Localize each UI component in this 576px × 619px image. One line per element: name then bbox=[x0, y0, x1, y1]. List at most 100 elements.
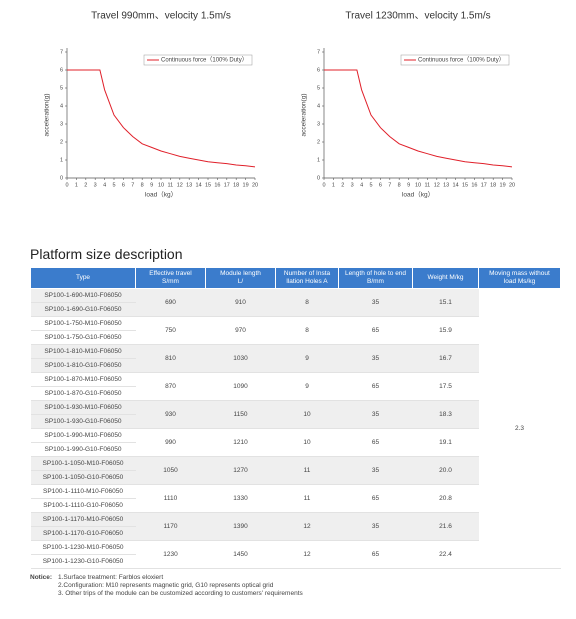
moving-mass-cell: 2.3 bbox=[478, 288, 561, 569]
type-cell: SP100-1-990-G10-F06050 bbox=[30, 442, 136, 457]
x-tick-label: 18 bbox=[233, 182, 239, 188]
y-tick-label: 1 bbox=[60, 157, 63, 163]
table-row: SP100-1-1230-M10-F06050 1230 1450 12 65 22.4 bbox=[30, 540, 561, 569]
table-row: SP100-1-930-M10-F06050 930 1150 10 35 18.3 bbox=[30, 400, 561, 429]
x-tick-label: 6 bbox=[379, 182, 382, 188]
y-tick-label: 5 bbox=[60, 85, 63, 91]
y-tick-label: 3 bbox=[317, 121, 320, 127]
header-cell: Module length L/ bbox=[205, 267, 276, 289]
y-tick-label: 3 bbox=[60, 121, 63, 127]
x-tick-label: 1 bbox=[75, 182, 78, 188]
travel-cell: 930 bbox=[135, 400, 206, 429]
type-cell: SP100-1-690-G10-F06050 bbox=[30, 302, 136, 317]
length-cell: 1150 bbox=[205, 400, 276, 429]
notice-label: Notice: bbox=[30, 574, 53, 581]
x-tick-label: 15 bbox=[462, 182, 468, 188]
x-tick-label: 20 bbox=[509, 182, 515, 188]
holes-cell: 11 bbox=[275, 484, 339, 513]
notice: Notice: 1.Surface treatment: Farblos elo… bbox=[30, 574, 303, 598]
table-row: SP100-1-1170-G10-F06050 bbox=[30, 526, 561, 541]
b-cell: 65 bbox=[338, 484, 413, 513]
header-cell: Effective travel S/mm bbox=[135, 267, 206, 289]
notice-items: 1.Surface treatment: Farblos eloxiert 2.C… bbox=[58, 574, 303, 598]
section-title: Platform size description bbox=[30, 246, 183, 262]
y-tick-label: 0 bbox=[60, 175, 63, 181]
travel-cell: 1170 bbox=[135, 512, 206, 541]
type-cell: SP100-1-810-G10-F06050 bbox=[30, 358, 136, 373]
x-tick-label: 20 bbox=[252, 182, 258, 188]
table-row: SP100-1-1230-G10-F06050 bbox=[30, 554, 561, 569]
type-cell: SP100-1-1110-M10-F06050 bbox=[30, 484, 136, 499]
header-cell: Moving mass without load Ms/kg bbox=[478, 267, 561, 289]
holes-cell: 8 bbox=[275, 316, 339, 345]
y-tick-label: 6 bbox=[317, 67, 320, 73]
x-tick-label: 8 bbox=[141, 182, 144, 188]
chart-title: Travel 1230mm、velocity 1.5m/s bbox=[345, 11, 490, 22]
x-tick-label: 11 bbox=[425, 182, 431, 188]
type-cell: SP100-1-990-M10-F06050 bbox=[30, 428, 136, 443]
y-axis-label: acceleration(g) bbox=[301, 94, 308, 137]
weight-cell: 19.1 bbox=[412, 428, 479, 457]
weight-cell: 17.5 bbox=[412, 372, 479, 401]
length-cell: 910 bbox=[205, 288, 276, 317]
type-cell: SP100-1-1230-G10-F06050 bbox=[30, 554, 136, 569]
holes-cell: 9 bbox=[275, 344, 339, 373]
weight-cell: 22.4 bbox=[412, 540, 479, 569]
x-tick-label: 13 bbox=[443, 182, 449, 188]
y-tick-label: 4 bbox=[60, 103, 63, 109]
type-cell: SP100-1-1170-M10-F06050 bbox=[30, 512, 136, 527]
type-cell: SP100-1-870-G10-F06050 bbox=[30, 386, 136, 401]
length-cell: 1030 bbox=[205, 344, 276, 373]
table-row: SP100-1-690-M10-F06050 690 910 8 35 15.1 2.3 bbox=[30, 288, 561, 569]
holes-cell: 10 bbox=[275, 428, 339, 457]
type-cell: SP100-1-1050-G10-F06050 bbox=[30, 470, 136, 485]
b-cell: 35 bbox=[338, 400, 413, 429]
weight-cell: 18.3 bbox=[412, 400, 479, 429]
type-cell: SP100-1-1050-M10-F06050 bbox=[30, 456, 136, 471]
holes-cell: 8 bbox=[275, 288, 339, 317]
type-cell: SP100-1-1110-G10-F06050 bbox=[30, 498, 136, 513]
holes-cell: 10 bbox=[275, 400, 339, 429]
notice-item: 2.Configuration: M10 represents magnetic… bbox=[58, 582, 274, 589]
b-cell: 65 bbox=[338, 316, 413, 345]
x-tick-label: 7 bbox=[131, 182, 134, 188]
x-tick-label: 11 bbox=[168, 182, 174, 188]
table-row: SP100-1-1050-G10-F06050 bbox=[30, 470, 561, 485]
type-cell: SP100-1-930-G10-F06050 bbox=[30, 414, 136, 429]
x-tick-label: 1 bbox=[332, 182, 335, 188]
notice-item: 3. Other trips of the module can be cust… bbox=[58, 590, 303, 597]
x-tick-label: 9 bbox=[407, 182, 410, 188]
x-tick-label: 3 bbox=[351, 182, 354, 188]
x-tick-label: 10 bbox=[415, 182, 421, 188]
x-tick-label: 4 bbox=[103, 182, 106, 188]
table-row: SP100-1-1170-M10-F06050 1170 1390 12 35 21.6 bbox=[30, 512, 561, 541]
x-tick-label: 9 bbox=[150, 182, 153, 188]
x-tick-label: 14 bbox=[196, 182, 202, 188]
travel-cell: 810 bbox=[135, 344, 206, 373]
y-tick-label: 0 bbox=[317, 175, 320, 181]
platform-table: Type Effective travel S/mm Module length L… bbox=[30, 267, 561, 569]
table-row: SP100-1-1110-M10-F06050 1110 1330 11 65 20.8 bbox=[30, 484, 561, 513]
travel-cell: 870 bbox=[135, 372, 206, 401]
type-cell: SP100-1-810-M10-F06050 bbox=[30, 344, 136, 359]
b-cell: 65 bbox=[338, 540, 413, 569]
x-tick-label: 16 bbox=[214, 182, 220, 188]
y-tick-label: 7 bbox=[60, 49, 63, 55]
type-cell: SP100-1-750-M10-F06050 bbox=[30, 316, 136, 331]
y-tick-label: 2 bbox=[317, 139, 320, 145]
chart-title: Travel 990mm、velocity 1.5m/s bbox=[91, 11, 231, 22]
legend-box bbox=[400, 54, 510, 66]
table-row: SP100-1-750-M10-F06050 750 970 8 65 15.9 bbox=[30, 316, 561, 345]
x-tick-label: 18 bbox=[490, 182, 496, 188]
travel-cell: 1230 bbox=[135, 540, 206, 569]
x-axis-label: load（kg） bbox=[145, 191, 177, 199]
length-cell: 970 bbox=[205, 316, 276, 345]
b-cell: 35 bbox=[338, 344, 413, 373]
type-cell: SP100-1-1170-G10-F06050 bbox=[30, 526, 136, 541]
y-tick-label: 7 bbox=[317, 49, 320, 55]
table-row: SP100-1-1110-G10-F06050 bbox=[30, 498, 561, 513]
x-tick-label: 8 bbox=[398, 182, 401, 188]
travel-cell: 750 bbox=[135, 316, 206, 345]
b-cell: 65 bbox=[338, 428, 413, 457]
